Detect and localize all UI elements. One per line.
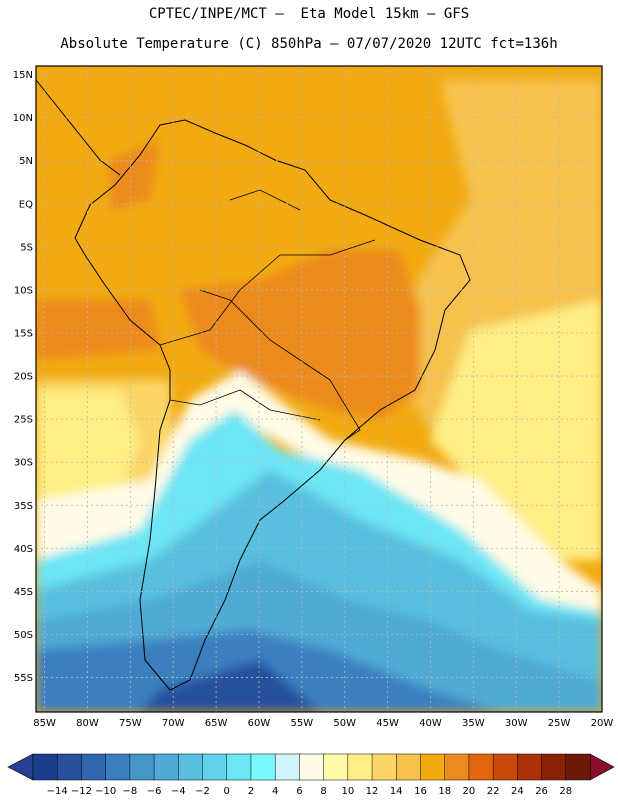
lon-label: 65W	[205, 718, 228, 729]
colorbar-label: −2	[195, 786, 210, 797]
lat-label: 10S	[14, 285, 33, 296]
lon-label: 55W	[291, 718, 314, 729]
colorbar-swatch	[178, 753, 204, 781]
colorbar-label: 0	[224, 786, 230, 797]
colorbar-label: −14	[47, 786, 68, 797]
lon-label: 45W	[376, 718, 399, 729]
atlantic-pale-zone	[430, 300, 602, 560]
colorbar-label: 4	[272, 786, 278, 797]
colorbar-label: 14	[390, 786, 403, 797]
colorbar-label: −8	[122, 786, 137, 797]
colorbar-label: 2	[248, 786, 254, 797]
lon-label: 85W	[33, 718, 56, 729]
colorbar-label: 10	[341, 786, 354, 797]
colorbar-under-arrow	[7, 753, 34, 781]
colorbar-swatch	[153, 753, 179, 781]
lat-label: 45S	[14, 587, 33, 598]
colorbar-swatch	[468, 753, 494, 781]
colorbar-label: −10	[95, 786, 116, 797]
colorbar-swatch	[517, 753, 543, 781]
lat-label: 35S	[14, 501, 33, 512]
colorbar-swatch	[56, 753, 82, 781]
lon-label: 80W	[76, 718, 99, 729]
frontal-band-zone	[36, 370, 602, 612]
colorbar: −14 −12 −10 −8 −6 −4 −2 0 2 4 6 8 10 12 14 16 18 20 22 24 26…	[7, 753, 615, 797]
colorbar-swatch	[420, 753, 446, 781]
colorbar-swatch	[444, 753, 470, 781]
colorbar-swatch	[274, 753, 300, 781]
west-ocean-zone	[36, 300, 160, 360]
colorbar-over-arrow	[589, 753, 615, 781]
colorbar-label: 24	[511, 786, 524, 797]
colorbar-swatch	[347, 753, 373, 781]
lat-label: 20S	[14, 372, 33, 383]
pacific-pale-zone	[36, 390, 140, 510]
map-field	[36, 66, 602, 712]
lat-label: 55S	[14, 673, 33, 684]
lon-label: 75W	[119, 718, 142, 729]
lon-label: 35W	[462, 718, 485, 729]
hot-interior-zone	[180, 250, 420, 420]
graticule	[36, 66, 603, 712]
title-line-1: CPTEC/INPE/MCT – Eta Model 15km – GFS	[148, 6, 470, 22]
colorbar-swatch	[371, 753, 397, 781]
colorbar-label: 16	[414, 786, 427, 797]
colorbar-label: 8	[320, 786, 326, 797]
colorbar-swatch	[81, 753, 107, 781]
colorbar-swatch	[565, 753, 591, 781]
lon-label: 25W	[548, 718, 571, 729]
colorbar-swatch	[396, 753, 422, 781]
lon-label: 20W	[591, 718, 614, 729]
lat-label: 15N	[13, 70, 33, 81]
colorbar-swatch	[250, 753, 276, 781]
lat-label: 25S	[14, 415, 33, 426]
colorbar-swatch	[129, 753, 155, 781]
colorbar-swatch	[226, 753, 252, 781]
colorbar-label: 12	[366, 786, 379, 797]
colorbar-swatch	[202, 753, 228, 781]
central-america-coastline	[36, 79, 121, 176]
lon-label: 70W	[162, 718, 185, 729]
lat-label: 15S	[14, 329, 33, 340]
colorbar-label: −12	[71, 786, 92, 797]
lat-label: 50S	[14, 630, 33, 641]
colorbar-label: 28	[559, 786, 572, 797]
colorbar-label: 22	[487, 786, 500, 797]
colorbar-swatch	[541, 753, 567, 781]
lon-label: 40W	[419, 718, 442, 729]
colorbar-label: 6	[296, 786, 302, 797]
lat-label: 40S	[14, 544, 33, 555]
colorbar-label: 20	[463, 786, 476, 797]
colorbar-swatch	[492, 753, 518, 781]
colorbar-label: −6	[147, 786, 162, 797]
colorbar-swatch	[32, 753, 58, 781]
lon-label: 30W	[505, 718, 528, 729]
lat-label: 5S	[20, 242, 33, 253]
lat-label: EQ	[19, 199, 33, 210]
coldest-zone	[140, 660, 320, 712]
longitude-labels: 85W 80W 75W 70W 65W 60W 55W 50W 45W 40W 35W 30W 25W 2…	[33, 718, 613, 729]
lon-label: 50W	[333, 718, 356, 729]
title-line-2: Absolute Temperature (C) 850hPa – 07/07/…	[60, 36, 558, 52]
colorbar-label: 26	[535, 786, 548, 797]
colorbar-swatch	[299, 753, 325, 781]
lat-label: 5N	[19, 156, 33, 167]
south-america-coastline	[74, 119, 471, 691]
colorbar-swatch	[323, 753, 349, 781]
lat-label: 10N	[13, 113, 33, 124]
lat-label: 30S	[14, 458, 33, 469]
country-borders	[159, 189, 376, 441]
lon-label: 60W	[248, 718, 271, 729]
colorbar-label: −4	[171, 786, 186, 797]
latitude-labels: 15N 10N 5N EQ 5S 10S 15S 20S 25S 30S 35S 40S 45S 50S 5…	[13, 70, 33, 684]
colorbar-label: 18	[438, 786, 451, 797]
map-frame	[35, 65, 603, 713]
colorbar-swatch	[105, 753, 131, 781]
hot-andes-zone	[110, 140, 160, 210]
